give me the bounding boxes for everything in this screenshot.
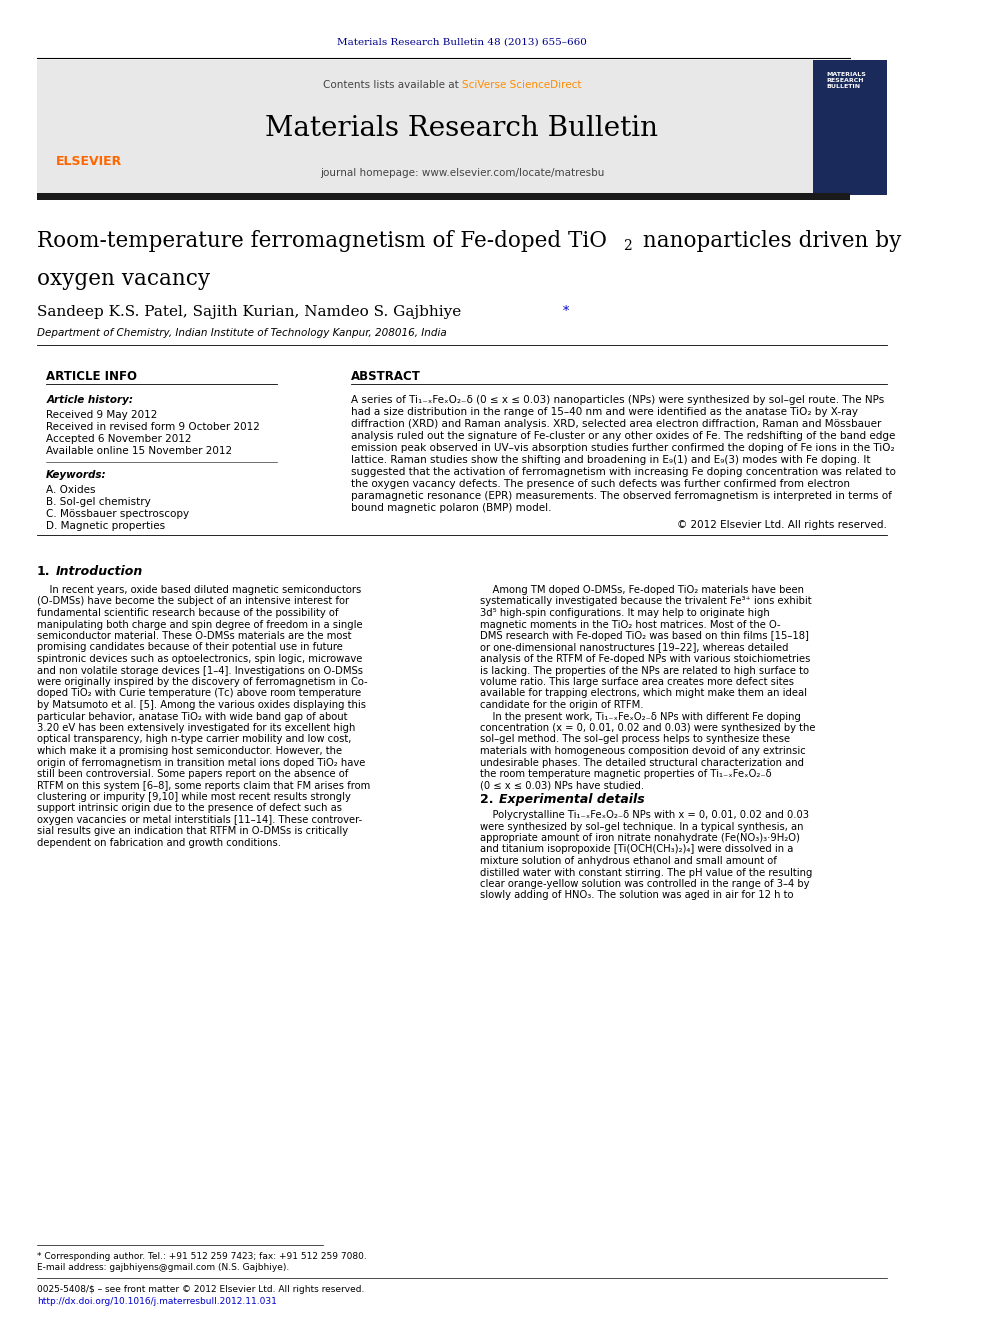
Text: ABSTRACT: ABSTRACT — [351, 370, 421, 382]
Text: distilled water with constant stirring. The pH value of the resulting: distilled water with constant stirring. … — [480, 868, 812, 877]
Text: dependent on fabrication and growth conditions.: dependent on fabrication and growth cond… — [37, 837, 281, 848]
Text: Experimental details: Experimental details — [499, 792, 645, 806]
Text: slowly adding of HNO₃. The solution was aged in air for 12 h to: slowly adding of HNO₃. The solution was … — [480, 890, 794, 901]
Text: Sandeep K.S. Patel, Sajith Kurian, Namdeo S. Gajbhiye: Sandeep K.S. Patel, Sajith Kurian, Namde… — [37, 306, 461, 319]
Text: or one-dimensional nanostructures [19–22], whereas detailed: or one-dimensional nanostructures [19–22… — [480, 643, 789, 652]
Text: had a size distribution in the range of 15–40 nm and were identified as the anat: had a size distribution in the range of … — [351, 407, 858, 417]
Text: semiconductor material. These O-DMSs materials are the most: semiconductor material. These O-DMSs mat… — [37, 631, 351, 642]
Text: Polycrystalline Ti₁₋ₓFeₓO₂₋δ NPs with x = 0, 0.01, 0.02 and 0.03: Polycrystalline Ti₁₋ₓFeₓO₂₋δ NPs with x … — [480, 810, 809, 820]
Text: emission peak observed in UV–vis absorption studies further confirmed the doping: emission peak observed in UV–vis absorpt… — [351, 443, 895, 452]
Text: © 2012 Elsevier Ltd. All rights reserved.: © 2012 Elsevier Ltd. All rights reserved… — [677, 520, 887, 531]
Text: particular behavior, anatase TiO₂ with wide band gap of about: particular behavior, anatase TiO₂ with w… — [37, 712, 347, 721]
Text: E-mail address: gajbhiyens@gmail.com (N.S. Gajbhiye).: E-mail address: gajbhiyens@gmail.com (N.… — [37, 1263, 290, 1271]
Text: manipulating both charge and spin degree of freedom in a single: manipulating both charge and spin degree… — [37, 619, 363, 630]
Text: Room-temperature ferromagnetism of Fe-doped TiO: Room-temperature ferromagnetism of Fe-do… — [37, 230, 607, 251]
Text: appropriate amount of iron nitrate nonahydrate (Fe(NO₃)₃·9H₂O): appropriate amount of iron nitrate nonah… — [480, 833, 801, 843]
Text: still been controversial. Some papers report on the absence of: still been controversial. Some papers re… — [37, 769, 348, 779]
Text: sial results give an indication that RTFM in O-DMSs is critically: sial results give an indication that RTF… — [37, 827, 348, 836]
Text: fundamental scientific research because of the possibility of: fundamental scientific research because … — [37, 609, 338, 618]
Bar — [37, 60, 850, 194]
Text: the room temperature magnetic properties of Ti₁₋ₓFeₓO₂₋δ: the room temperature magnetic properties… — [480, 769, 772, 779]
Text: Keywords:: Keywords: — [47, 470, 107, 480]
Text: which make it a promising host semiconductor. However, the: which make it a promising host semicondu… — [37, 746, 342, 755]
Text: 2.: 2. — [480, 792, 494, 806]
Text: Materials Research Bulletin 48 (2013) 655–660: Materials Research Bulletin 48 (2013) 65… — [337, 38, 587, 48]
Text: 2: 2 — [624, 239, 632, 253]
Text: available for trapping electrons, which might make them an ideal: available for trapping electrons, which … — [480, 688, 807, 699]
Text: Introduction: Introduction — [56, 565, 143, 578]
Text: Accepted 6 November 2012: Accepted 6 November 2012 — [47, 434, 191, 445]
Text: concentration (x = 0, 0.01, 0.02 and 0.03) were synthesized by the: concentration (x = 0, 0.01, 0.02 and 0.0… — [480, 722, 815, 733]
Text: *: * — [558, 306, 569, 318]
Text: nanoparticles driven by: nanoparticles driven by — [636, 230, 901, 251]
Text: optical transparency, high n-type carrier mobility and low cost,: optical transparency, high n-type carrie… — [37, 734, 351, 745]
Text: oxygen vacancy: oxygen vacancy — [37, 269, 210, 290]
Text: (O-DMSs) have become the subject of an intensive interest for: (O-DMSs) have become the subject of an i… — [37, 597, 349, 606]
Text: sol–gel method. The sol–gel process helps to synthesize these: sol–gel method. The sol–gel process help… — [480, 734, 791, 745]
Text: volume ratio. This large surface area creates more defect sites: volume ratio. This large surface area cr… — [480, 677, 795, 687]
Text: Contents lists available at: Contents lists available at — [322, 79, 462, 90]
Text: 0025-5408/$ – see front matter © 2012 Elsevier Ltd. All rights reserved.: 0025-5408/$ – see front matter © 2012 El… — [37, 1285, 364, 1294]
Text: ELSEVIER: ELSEVIER — [56, 155, 122, 168]
Text: were synthesized by sol–gel technique. In a typical synthesis, an: were synthesized by sol–gel technique. I… — [480, 822, 804, 831]
Text: (0 ≤ x ≤ 0.03) NPs have studied.: (0 ≤ x ≤ 0.03) NPs have studied. — [480, 781, 645, 791]
Text: A. Oxides: A. Oxides — [47, 486, 95, 495]
Text: RTFM on this system [6–8], some reports claim that FM arises from: RTFM on this system [6–8], some reports … — [37, 781, 370, 791]
Text: B. Sol-gel chemistry: B. Sol-gel chemistry — [47, 497, 151, 507]
Text: http://dx.doi.org/10.1016/j.materresbull.2012.11.031: http://dx.doi.org/10.1016/j.materresbull… — [37, 1297, 277, 1306]
Text: mixture solution of anhydrous ethanol and small amount of: mixture solution of anhydrous ethanol an… — [480, 856, 778, 867]
Text: Article history:: Article history: — [47, 396, 133, 405]
Text: * Corresponding author. Tel.: +91 512 259 7423; fax: +91 512 259 7080.: * Corresponding author. Tel.: +91 512 25… — [37, 1252, 367, 1261]
Text: by Matsumoto et al. [5]. Among the various oxides displaying this: by Matsumoto et al. [5]. Among the vario… — [37, 700, 366, 710]
Text: 3.20 eV has been extensively investigated for its excellent high: 3.20 eV has been extensively investigate… — [37, 722, 355, 733]
Text: analysis ruled out the signature of Fe-cluster or any other oxides of Fe. The re: analysis ruled out the signature of Fe-c… — [351, 431, 896, 441]
Text: the oxygen vacancy defects. The presence of such defects was further confirmed f: the oxygen vacancy defects. The presence… — [351, 479, 850, 490]
Text: oxygen vacancies or metal interstitials [11–14]. These controver-: oxygen vacancies or metal interstitials … — [37, 815, 362, 826]
Text: origin of ferromagnetism in transition metal ions doped TiO₂ have: origin of ferromagnetism in transition m… — [37, 758, 365, 767]
Text: diffraction (XRD) and Raman analysis. XRD, selected area electron diffraction, R: diffraction (XRD) and Raman analysis. XR… — [351, 419, 882, 429]
Text: Department of Chemistry, Indian Institute of Technology Kanpur, 208016, India: Department of Chemistry, Indian Institut… — [37, 328, 446, 337]
Text: 1.: 1. — [37, 565, 51, 578]
Text: support intrinsic origin due to the presence of defect such as: support intrinsic origin due to the pres… — [37, 803, 342, 814]
Text: DMS research with Fe-doped TiO₂ was based on thin films [15–18]: DMS research with Fe-doped TiO₂ was base… — [480, 631, 809, 642]
Bar — [812, 60, 887, 194]
Text: In the present work, Ti₁₋ₓFeₓO₂₋δ NPs with different Fe doping: In the present work, Ti₁₋ₓFeₓO₂₋δ NPs wi… — [480, 712, 802, 721]
Text: and titanium isopropoxide [Ti(OCH(CH₃)₂)₄] were dissolved in a: and titanium isopropoxide [Ti(OCH(CH₃)₂)… — [480, 844, 794, 855]
Text: ARTICLE INFO: ARTICLE INFO — [47, 370, 137, 382]
Text: journal homepage: www.elsevier.com/locate/matresbu: journal homepage: www.elsevier.com/locat… — [319, 168, 604, 179]
Text: magnetic moments in the TiO₂ host matrices. Most of the O-: magnetic moments in the TiO₂ host matric… — [480, 619, 781, 630]
Text: Available online 15 November 2012: Available online 15 November 2012 — [47, 446, 232, 456]
Text: promising candidates because of their potential use in future: promising candidates because of their po… — [37, 643, 343, 652]
Text: candidate for the origin of RTFM.: candidate for the origin of RTFM. — [480, 700, 644, 710]
Text: Received 9 May 2012: Received 9 May 2012 — [47, 410, 158, 419]
Text: lattice. Raman studies show the shifting and broadening in E₉(1) and E₉(3) modes: lattice. Raman studies show the shifting… — [351, 455, 871, 464]
Text: clear orange-yellow solution was controlled in the range of 3–4 by: clear orange-yellow solution was control… — [480, 878, 809, 889]
Text: clustering or impurity [9,10] while most recent results strongly: clustering or impurity [9,10] while most… — [37, 792, 351, 802]
Text: is lacking. The properties of the NPs are related to high surface to: is lacking. The properties of the NPs ar… — [480, 665, 809, 676]
Bar — [37, 193, 850, 200]
Text: paramagnetic resonance (EPR) measurements. The observed ferromagnetism is interp: paramagnetic resonance (EPR) measurement… — [351, 491, 892, 501]
Text: 3d⁵ high-spin configurations. It may help to originate high: 3d⁵ high-spin configurations. It may hel… — [480, 609, 770, 618]
Text: doped TiO₂ with Curie temperature (Tᴄ) above room temperature: doped TiO₂ with Curie temperature (Tᴄ) a… — [37, 688, 361, 699]
Text: materials with homogeneous composition devoid of any extrinsic: materials with homogeneous composition d… — [480, 746, 806, 755]
Text: systematically investigated because the trivalent Fe³⁺ ions exhibit: systematically investigated because the … — [480, 597, 812, 606]
Text: bound magnetic polaron (BMP) model.: bound magnetic polaron (BMP) model. — [351, 503, 552, 513]
Text: and non volatile storage devices [1–4]. Investigations on O-DMSs: and non volatile storage devices [1–4]. … — [37, 665, 363, 676]
Text: spintronic devices such as optoelectronics, spin logic, microwave: spintronic devices such as optoelectroni… — [37, 654, 362, 664]
Text: A series of Ti₁₋ₓFeₓO₂₋δ (0 ≤ x ≤ 0.03) nanoparticles (NPs) were synthesized by : A series of Ti₁₋ₓFeₓO₂₋δ (0 ≤ x ≤ 0.03) … — [351, 396, 884, 405]
Text: suggested that the activation of ferromagnetism with increasing Fe doping concen: suggested that the activation of ferroma… — [351, 467, 896, 478]
Text: were originally inspired by the discovery of ferromagnetism in Co-: were originally inspired by the discover… — [37, 677, 368, 687]
Text: C. Mössbauer spectroscopy: C. Mössbauer spectroscopy — [47, 509, 189, 519]
Text: In recent years, oxide based diluted magnetic semiconductors: In recent years, oxide based diluted mag… — [37, 585, 361, 595]
Text: analysis of the RTFM of Fe-doped NPs with various stoichiometries: analysis of the RTFM of Fe-doped NPs wit… — [480, 654, 810, 664]
Text: Materials Research Bulletin: Materials Research Bulletin — [266, 115, 659, 142]
Text: undesirable phases. The detailed structural characterization and: undesirable phases. The detailed structu… — [480, 758, 805, 767]
Text: Among TM doped O-DMSs, Fe-doped TiO₂ materials have been: Among TM doped O-DMSs, Fe-doped TiO₂ mat… — [480, 585, 805, 595]
Text: Received in revised form 9 October 2012: Received in revised form 9 October 2012 — [47, 422, 260, 433]
Text: SciVerse ScienceDirect: SciVerse ScienceDirect — [462, 79, 581, 90]
Text: MATERIALS
RESEARCH
BULLETIN: MATERIALS RESEARCH BULLETIN — [826, 71, 867, 90]
Text: D. Magnetic properties: D. Magnetic properties — [47, 521, 166, 531]
